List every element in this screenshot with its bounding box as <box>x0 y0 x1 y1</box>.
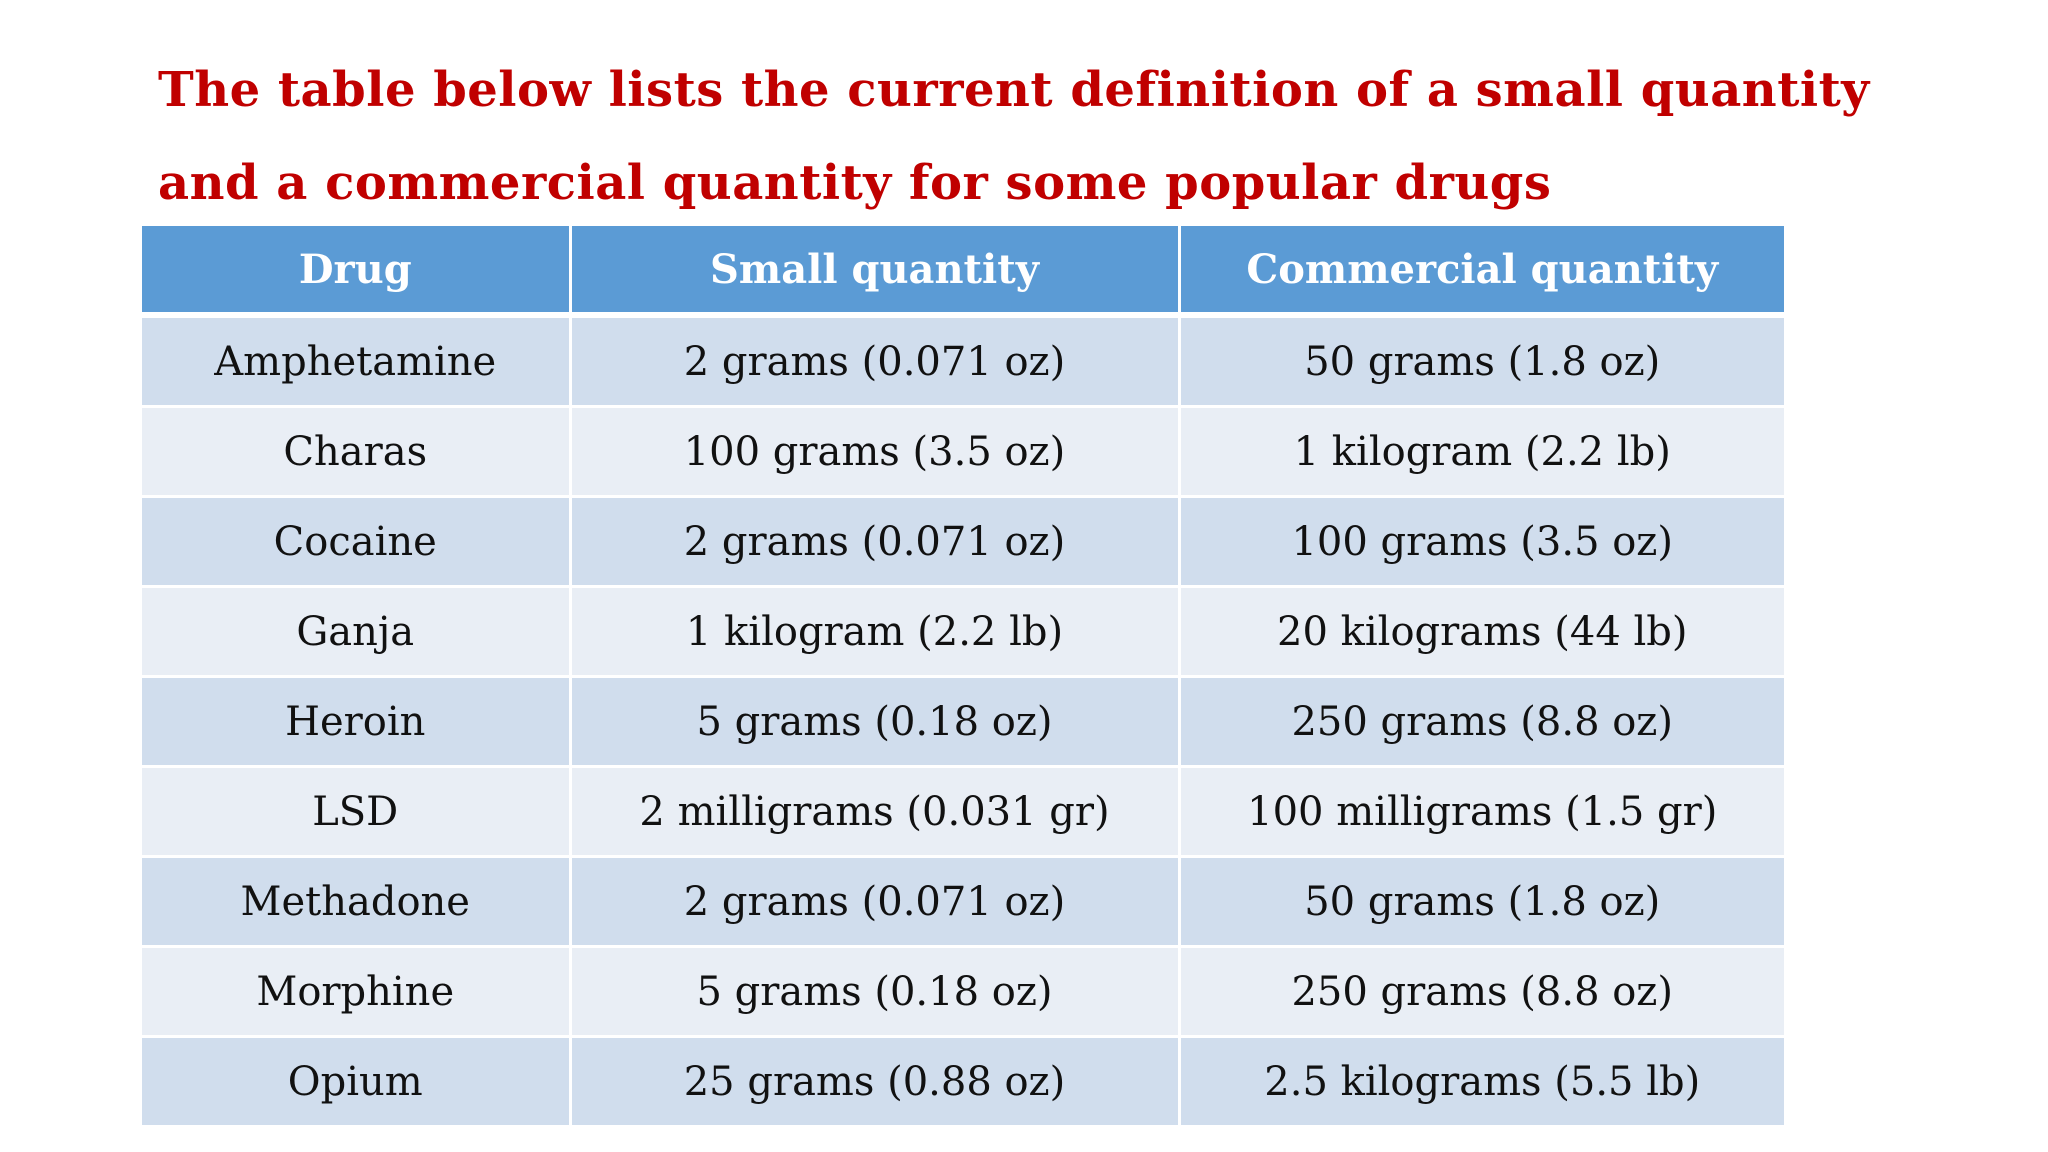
commercial-quantity-cell: 100 milligrams (1.5 gr) <box>1177 765 1784 858</box>
drug-cell: Opium <box>142 1035 572 1128</box>
column-header-drug: Drug <box>142 226 572 318</box>
page-heading: The table below lists the current defini… <box>158 44 1958 230</box>
drug-quantity-table: Drug Small quantity Commercial quantity … <box>142 226 1784 1128</box>
drug-cell: LSD <box>142 765 572 858</box>
drug-cell: Morphine <box>142 945 572 1038</box>
table-row: Cocaine 2 grams (0.071 oz) 100 grams (3.… <box>142 495 1784 588</box>
table-row: Ganja 1 kilogram (2.2 lb) 20 kilograms (… <box>142 585 1784 678</box>
commercial-quantity-cell: 50 grams (1.8 oz) <box>1177 855 1784 948</box>
table-row: LSD 2 milligrams (0.031 gr) 100 milligra… <box>142 765 1784 858</box>
commercial-quantity-cell: 20 kilograms (44 lb) <box>1177 585 1784 678</box>
table-row: Charas 100 grams (3.5 oz) 1 kilogram (2.… <box>142 405 1784 498</box>
drug-cell: Charas <box>142 405 572 498</box>
table-header-row: Drug Small quantity Commercial quantity <box>142 226 1784 318</box>
table-row: Morphine 5 grams (0.18 oz) 250 grams (8.… <box>142 945 1784 1038</box>
table-row: Amphetamine 2 grams (0.071 oz) 50 grams … <box>142 313 1784 408</box>
small-quantity-cell: 2 grams (0.071 oz) <box>568 855 1181 948</box>
commercial-quantity-cell: 250 grams (8.8 oz) <box>1177 945 1784 1038</box>
heading-line-2: and a commercial quantity for some popul… <box>158 155 1552 211</box>
commercial-quantity-cell: 1 kilogram (2.2 lb) <box>1177 405 1784 498</box>
commercial-quantity-cell: 100 grams (3.5 oz) <box>1177 495 1784 588</box>
heading-line-1: The table below lists the current defini… <box>158 62 1870 118</box>
small-quantity-cell: 2 grams (0.071 oz) <box>568 313 1181 408</box>
small-quantity-cell: 5 grams (0.18 oz) <box>568 675 1181 768</box>
commercial-quantity-cell: 50 grams (1.8 oz) <box>1177 313 1784 408</box>
table-row: Heroin 5 grams (0.18 oz) 250 grams (8.8 … <box>142 675 1784 768</box>
drug-cell: Heroin <box>142 675 572 768</box>
column-header-commercial-quantity: Commercial quantity <box>1177 226 1784 318</box>
table-row: Opium 25 grams (0.88 oz) 2.5 kilograms (… <box>142 1035 1784 1128</box>
small-quantity-cell: 1 kilogram (2.2 lb) <box>568 585 1181 678</box>
small-quantity-cell: 100 grams (3.5 oz) <box>568 405 1181 498</box>
commercial-quantity-cell: 2.5 kilograms (5.5 lb) <box>1177 1035 1784 1128</box>
small-quantity-cell: 2 grams (0.071 oz) <box>568 495 1181 588</box>
small-quantity-cell: 5 grams (0.18 oz) <box>568 945 1181 1038</box>
drug-cell: Ganja <box>142 585 572 678</box>
column-header-small-quantity: Small quantity <box>568 226 1181 318</box>
drug-cell: Cocaine <box>142 495 572 588</box>
table-row: Methadone 2 grams (0.071 oz) 50 grams (1… <box>142 855 1784 948</box>
small-quantity-cell: 2 milligrams (0.031 gr) <box>568 765 1181 858</box>
small-quantity-cell: 25 grams (0.88 oz) <box>568 1035 1181 1128</box>
drug-cell: Methadone <box>142 855 572 948</box>
drug-cell: Amphetamine <box>142 313 572 408</box>
commercial-quantity-cell: 250 grams (8.8 oz) <box>1177 675 1784 768</box>
